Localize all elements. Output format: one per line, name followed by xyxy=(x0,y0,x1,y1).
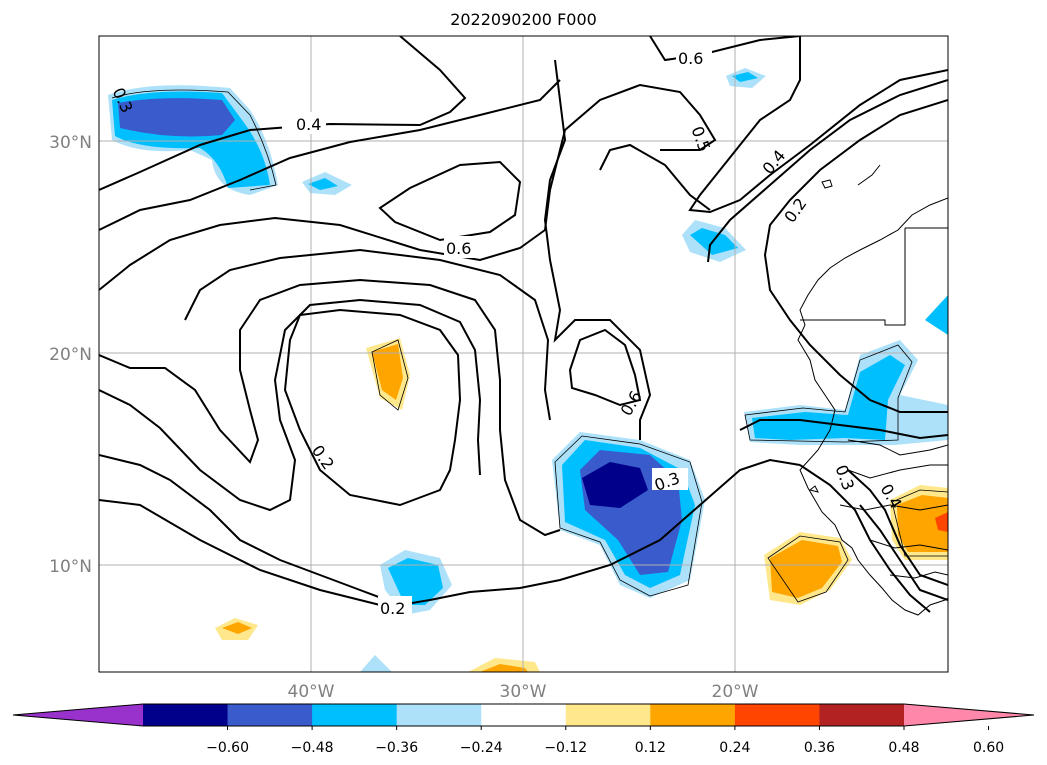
contour-label: 0.6 xyxy=(678,49,703,68)
contour-t xyxy=(739,419,948,440)
colorbar-extend-low xyxy=(13,704,143,726)
contour-u xyxy=(859,504,948,601)
colorbar-ticks: −0.60 −0.48 −0.36 −0.24 −0.12 0.12 0.24 0.36 0.4… xyxy=(206,726,1004,756)
colorbar-segment xyxy=(650,704,736,726)
colorbar-segment xyxy=(143,704,229,726)
lon-tick-label: 20°W xyxy=(712,682,759,702)
filled-anomalies xyxy=(108,68,948,672)
contour-m xyxy=(649,36,801,62)
lat-axis: 30°N 20°N 10°N xyxy=(49,133,92,577)
colorbar-tick-label: 0.48 xyxy=(888,740,919,756)
colorbar-tick-label: −0.48 xyxy=(291,740,334,756)
anomaly-blob-central-darkest xyxy=(582,462,648,508)
contour-c xyxy=(378,160,522,242)
colorbar-segment xyxy=(734,704,820,726)
anomaly-blob-s1-core xyxy=(388,558,443,605)
contour-label: 0.2 xyxy=(780,194,810,226)
colorbar-segment xyxy=(227,704,313,726)
border-4 xyxy=(847,464,948,479)
contour-q xyxy=(707,79,948,263)
contour-label: 0.2 xyxy=(380,599,405,618)
map-title: 2022090200 F000 xyxy=(450,10,597,29)
contour-lines xyxy=(99,36,948,613)
contour-e xyxy=(184,248,551,421)
contour-n xyxy=(688,36,948,214)
lat-tick-label: 10°N xyxy=(49,557,92,577)
colorbar-tick-label: 0.12 xyxy=(635,740,666,756)
anomaly-band-east-core xyxy=(752,355,905,440)
lon-axis: 40°W 30°W 20°W xyxy=(288,682,759,702)
plot-frame xyxy=(98,35,949,673)
colorbar-tick-label: 0.60 xyxy=(973,740,1004,756)
contour-p xyxy=(763,99,948,413)
colorbar-tick-label: −0.60 xyxy=(206,740,249,756)
anomaly-blob-top-core xyxy=(732,72,758,82)
anomaly-blob-orange-1-core xyxy=(372,344,403,400)
colorbar-segment xyxy=(565,704,651,726)
colorbar-tick-label: −0.24 xyxy=(460,740,503,756)
contour-label: 0.3 xyxy=(832,462,859,492)
colorbar-tick-label: −0.12 xyxy=(544,740,587,756)
anomaly-blob-red xyxy=(935,512,948,532)
border-2 xyxy=(800,228,906,326)
colorbar: −0.60 −0.48 −0.36 −0.24 −0.12 0.12 0.24 0.36 0.4… xyxy=(12,703,1035,756)
anomaly-blob-orange-4-core xyxy=(897,495,948,552)
colorbar-segment xyxy=(396,704,482,726)
coastlines xyxy=(797,164,948,616)
contour-label: 0.2 xyxy=(308,442,338,474)
border-5 xyxy=(839,504,948,511)
morocco-border xyxy=(857,164,881,186)
anomaly-blob-e-edge xyxy=(925,295,948,335)
contour-j xyxy=(543,59,652,440)
border-6 xyxy=(869,539,948,551)
lon-tick-label: 30°W xyxy=(500,682,547,702)
contour-f xyxy=(99,278,561,537)
lat-tick-label: 30°N xyxy=(49,133,92,153)
anomaly-blob-small-1-core xyxy=(308,178,338,190)
contour-label: 0.6 xyxy=(446,239,471,258)
contour-b xyxy=(99,79,561,231)
colorbar-segment xyxy=(312,704,398,726)
contour-k xyxy=(99,454,801,607)
canary-islands xyxy=(821,179,833,189)
contour-r xyxy=(847,469,948,586)
anomaly-blob-bottom-2-core xyxy=(480,664,528,672)
border-7 xyxy=(889,571,948,579)
anomaly-blob-orange-2-core xyxy=(222,622,252,634)
border-3 xyxy=(847,439,948,456)
colorbar-segments xyxy=(13,704,1034,726)
contour-a xyxy=(99,36,467,191)
anomaly-blob-bottom-1 xyxy=(360,655,392,672)
africa-coast xyxy=(797,197,948,616)
colorbar-tick-label: 0.24 xyxy=(719,740,750,756)
lat-tick-label: 20°N xyxy=(49,345,92,365)
lon-tick-label: 40°W xyxy=(288,682,335,702)
anomaly-blob-orange-3-core xyxy=(770,540,842,598)
colorbar-segment xyxy=(481,704,567,726)
colorbar-tick-label: 0.36 xyxy=(804,740,835,756)
contour-label: 0.4 xyxy=(296,115,321,134)
cape-verde xyxy=(808,485,819,493)
colorbar-outline xyxy=(12,703,1035,727)
anomaly-blob-nw-dark xyxy=(118,98,235,137)
contour-i xyxy=(568,328,642,407)
contour-d xyxy=(99,83,717,291)
colorbar-tick-label: −0.36 xyxy=(375,740,418,756)
colorbar-segment xyxy=(819,704,905,726)
colorbar-extend-high xyxy=(904,704,1034,726)
contour-g xyxy=(99,298,482,512)
contour-o xyxy=(599,143,711,211)
contour-l xyxy=(99,499,381,606)
contour-h xyxy=(283,308,462,507)
contour-s xyxy=(799,464,931,613)
